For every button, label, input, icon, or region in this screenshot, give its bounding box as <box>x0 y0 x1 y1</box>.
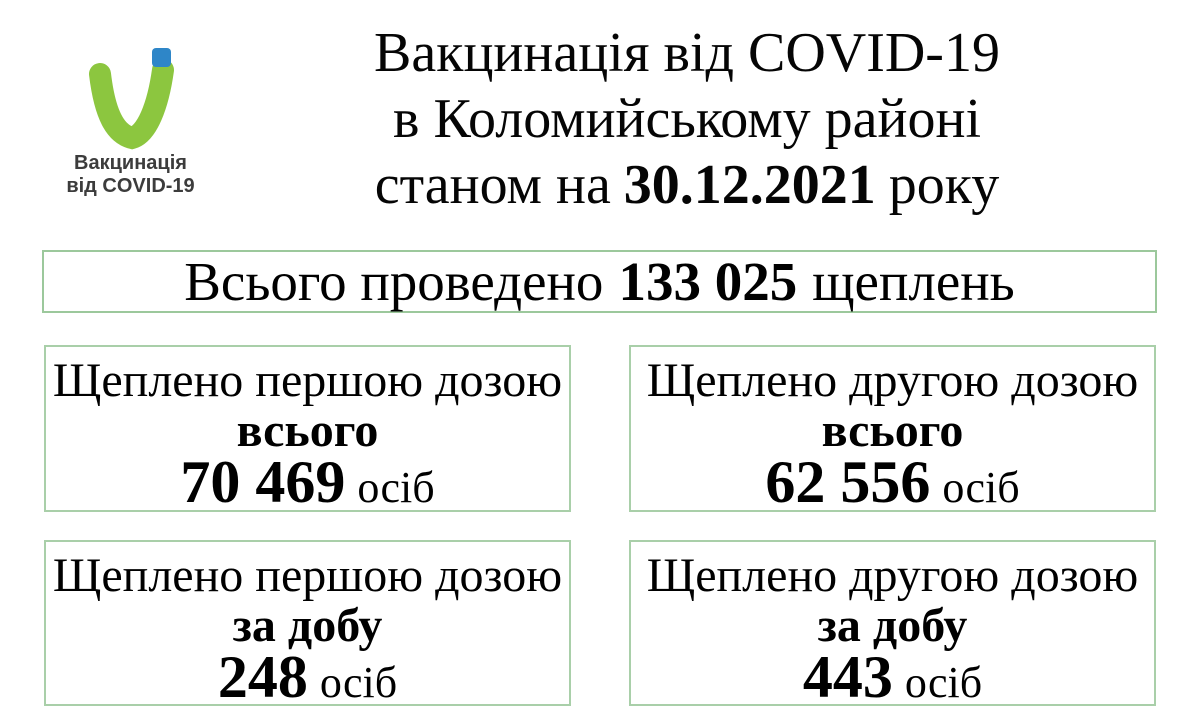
logo-caption: Вакцинація від COVID-19 <box>48 152 213 198</box>
summary-prefix: Всього проведено <box>184 251 604 312</box>
card-value-line: 248 осіб <box>218 647 398 709</box>
total-vaccinations-bar: Всього проведено 133 025 щеплень <box>42 250 1157 313</box>
title-date-prefix: станом на <box>374 154 611 216</box>
total-vaccinations-value: 133 025 <box>618 251 798 312</box>
card-subtitle: всього <box>236 404 379 457</box>
card-value: 443 <box>802 644 893 710</box>
card-value-line: 443 осіб <box>803 647 983 709</box>
card-unit: осіб <box>357 463 435 512</box>
title-line1: Вакцинація від COVID-19 <box>374 22 1000 84</box>
summary-suffix: щеплень <box>812 251 1015 312</box>
stat-card-second-dose-daily: Щеплено другою дозою за добу 443 осіб <box>629 540 1156 709</box>
blue-dot <box>152 48 171 67</box>
logo-caption-line1: Вакцинація <box>74 152 187 174</box>
page-title: Вакцинація від COVID-19 в Коломийському … <box>312 20 1062 218</box>
stat-card-first-dose-total: Щеплено першою дозою всього 70 469 осіб <box>44 345 571 512</box>
card-subtitle: за добу <box>817 599 968 652</box>
card-title: Щеплено другою дозою <box>646 354 1139 407</box>
title-line3: станом на 30.12.2021 року <box>312 152 1062 218</box>
card-value: 62 556 <box>765 449 931 515</box>
card-value-line: 70 469 осіб <box>180 452 435 514</box>
card-title: Щеплено першою дозою <box>52 549 563 602</box>
report-date: 30.12.2021 <box>623 154 876 216</box>
logo-caption-line2: від COVID-19 <box>66 175 195 197</box>
card-value: 70 469 <box>180 449 346 515</box>
card-value: 248 <box>217 644 308 710</box>
card-subtitle: за добу <box>232 599 383 652</box>
card-unit: осіб <box>319 658 398 707</box>
title-line2: в Коломийському районі <box>393 88 981 150</box>
card-value-line: 62 556 осіб <box>765 452 1020 514</box>
card-subtitle: всього <box>821 404 964 457</box>
card-unit: осіб <box>942 463 1020 512</box>
v-checkmark-icon <box>89 48 174 150</box>
title-date-suffix: року <box>888 154 1000 216</box>
vaccination-logo: Вакцинація від COVID-19 <box>48 44 213 198</box>
card-unit: осіб <box>904 658 983 707</box>
card-title: Щеплено першою дозою <box>52 354 563 407</box>
stat-card-second-dose-total: Щеплено другою дозою всього 62 556 осіб <box>629 345 1156 512</box>
card-title: Щеплено другою дозою <box>646 549 1139 602</box>
green-v-shape <box>89 59 174 150</box>
stat-card-first-dose-daily: Щеплено першою дозою за добу 248 осіб <box>44 540 571 709</box>
